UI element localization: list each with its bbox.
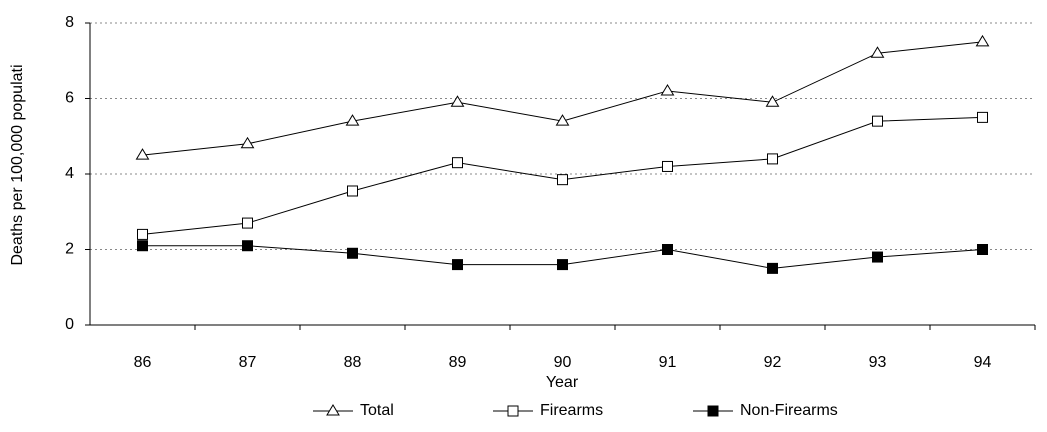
- legend-label: Firearms: [540, 402, 603, 419]
- marker: [872, 115, 883, 127]
- x-tick-label: 89: [449, 354, 467, 371]
- marker: [347, 247, 358, 259]
- marker: [242, 217, 253, 229]
- marker: [135, 148, 150, 160]
- x-tick-label: 86: [134, 354, 152, 371]
- y-tick-label: 4: [65, 165, 74, 182]
- series: [137, 111, 988, 240]
- marker: [452, 259, 463, 271]
- legend-item: Non-Firearms: [693, 402, 838, 419]
- y-tick-label: 2: [65, 241, 74, 258]
- y-tick-label: 6: [65, 90, 74, 107]
- series: [135, 34, 990, 160]
- marker: [767, 153, 778, 165]
- marker: [242, 240, 253, 252]
- legend-item: Total: [313, 402, 394, 419]
- marker: [326, 404, 340, 416]
- marker: [662, 160, 673, 172]
- marker: [450, 95, 465, 107]
- marker: [767, 262, 778, 274]
- y-tick-label: 0: [65, 316, 74, 333]
- marker: [137, 240, 148, 252]
- marker: [975, 34, 990, 47]
- marker: [347, 185, 358, 197]
- x-tick-label: 93: [869, 354, 887, 371]
- x-tick-label: 91: [659, 354, 677, 371]
- marker: [507, 405, 519, 417]
- legend-label: Total: [360, 402, 394, 419]
- marker: [977, 244, 988, 255]
- y-axis-label: Deaths per 100,000 populati: [9, 64, 26, 265]
- series: [137, 240, 988, 274]
- marker: [557, 174, 568, 186]
- x-axis-label: Year: [546, 374, 579, 391]
- legend-label: Non-Firearms: [740, 402, 838, 419]
- marker: [557, 259, 568, 271]
- y-tick-label: 8: [65, 14, 74, 31]
- marker: [977, 111, 988, 123]
- marker: [240, 136, 255, 149]
- x-tick-label: 94: [974, 354, 992, 371]
- x-tick-label: 88: [344, 354, 362, 371]
- marker: [707, 405, 719, 417]
- marker: [452, 157, 463, 169]
- x-tick-label: 90: [554, 354, 572, 371]
- marker: [137, 228, 148, 240]
- marker: [765, 95, 780, 107]
- marker: [660, 83, 675, 96]
- x-tick-label: 92: [764, 354, 782, 371]
- marker: [662, 244, 673, 255]
- legend-item: Firearms: [493, 402, 603, 419]
- marker: [872, 251, 883, 263]
- marker: [870, 46, 885, 58]
- x-tick-label: 87: [239, 354, 257, 371]
- marker: [555, 114, 570, 126]
- marker: [345, 114, 360, 126]
